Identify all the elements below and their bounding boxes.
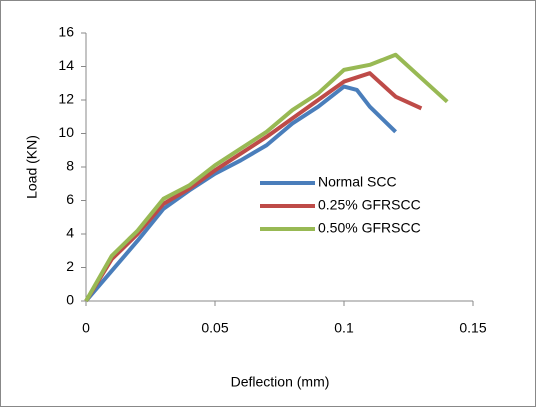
y-tick-label: 4 bbox=[66, 225, 74, 241]
series-line bbox=[84, 71, 423, 303]
series-line bbox=[84, 84, 397, 303]
y-tick-label: 2 bbox=[66, 258, 74, 274]
x-tick-label: 0 bbox=[82, 320, 90, 336]
y-tick-label: 0 bbox=[66, 292, 74, 308]
x-tick-label: 0.15 bbox=[459, 320, 486, 336]
series-line bbox=[84, 52, 449, 302]
y-tick-label: 12 bbox=[58, 91, 74, 107]
y-tick-label: 10 bbox=[58, 124, 74, 140]
y-tick-label: 14 bbox=[58, 57, 74, 73]
y-tick-label: 8 bbox=[66, 158, 74, 174]
x-tick-label: 0.1 bbox=[334, 320, 354, 336]
legend-label: 0.25% GFRSCC bbox=[318, 197, 421, 213]
y-tick-label: 16 bbox=[58, 24, 74, 40]
y-tick-label: 6 bbox=[66, 191, 74, 207]
x-axis-label: Deflection (mm) bbox=[231, 374, 330, 390]
x-tick-label: 0.05 bbox=[201, 320, 228, 336]
legend-label: Normal SCC bbox=[318, 174, 397, 190]
y-axis-label: Load (KN) bbox=[24, 135, 40, 199]
legend-label: 0.50% GFRSCC bbox=[318, 220, 421, 236]
